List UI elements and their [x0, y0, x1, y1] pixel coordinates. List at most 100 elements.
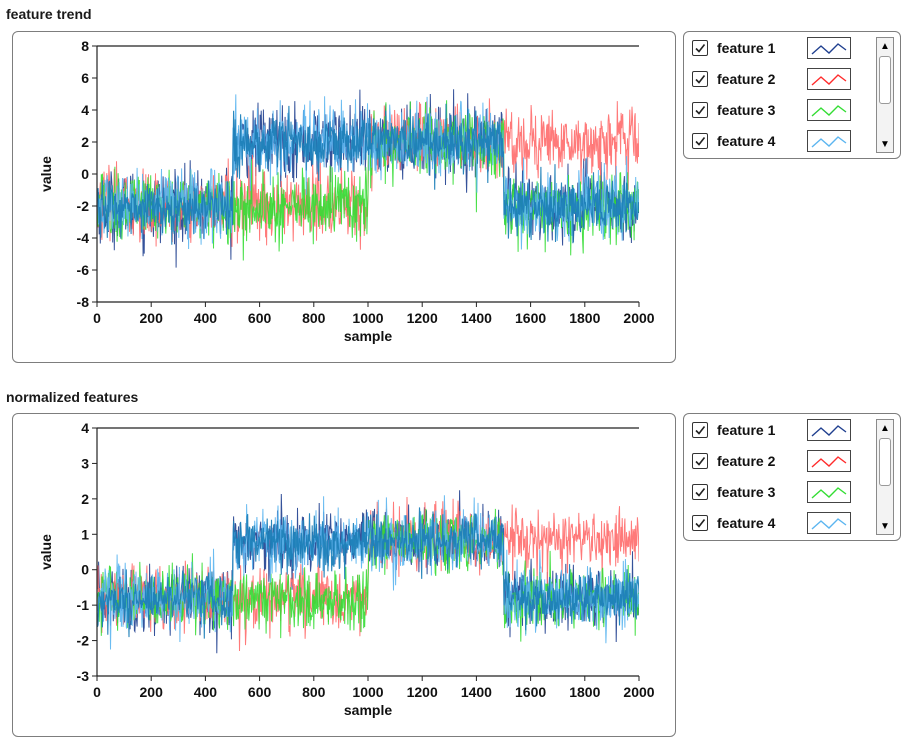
legend-label: feature 1 — [717, 422, 776, 438]
y-tick-label: 4 — [81, 420, 89, 436]
legend-checkbox[interactable] — [692, 102, 708, 118]
legend-item-feature-3[interactable]: feature 3 — [692, 480, 851, 504]
x-axis-label: sample — [344, 702, 392, 718]
legend-label: feature 4 — [717, 515, 776, 531]
legend-checkbox[interactable] — [692, 422, 708, 438]
legend-item-feature-3[interactable]: feature 3 — [692, 98, 851, 122]
series-line-5 — [97, 103, 639, 245]
legend-normalized-features: feature 1 feature 2 feature 3 feature 4 ▲ ▼ — [683, 413, 901, 541]
legend-item-feature-4[interactable]: feature 4 — [692, 129, 851, 153]
y-tick-label: -1 — [77, 597, 90, 613]
legend-scrollbar[interactable]: ▲ ▼ — [876, 419, 894, 535]
legend-checkbox[interactable] — [692, 484, 708, 500]
y-tick-label: 6 — [81, 70, 89, 86]
x-tick-label: 400 — [194, 684, 218, 700]
y-tick-label: -4 — [77, 230, 90, 246]
x-tick-label: 600 — [248, 310, 272, 326]
y-tick-label: -6 — [77, 262, 90, 278]
y-axis-label: value — [38, 534, 54, 570]
legend-item-feature-1[interactable]: feature 1 — [692, 418, 851, 442]
y-tick-label: -2 — [77, 633, 90, 649]
x-tick-label: 1200 — [407, 310, 438, 326]
y-tick-label: 3 — [81, 455, 89, 471]
legend-label: feature 2 — [717, 71, 776, 87]
legend-checkbox[interactable] — [692, 40, 708, 56]
chart-title-normalized-features: normalized features — [6, 389, 139, 405]
legend-line-swatch-icon[interactable] — [807, 419, 851, 441]
graph-feature-trend[interactable]: 8 6 4 2 0 -2 -4 -6 -8 0 200 400 600 800 1000 1200 1400 16… — [12, 31, 676, 363]
scroll-up-arrow-icon[interactable]: ▲ — [880, 40, 890, 52]
legend-item-feature-2[interactable]: feature 2 — [692, 449, 851, 473]
legend-line-swatch-icon[interactable] — [807, 37, 851, 59]
x-tick-label: 1600 — [515, 684, 546, 700]
scroll-thumb[interactable] — [879, 438, 891, 486]
legend-item-feature-2[interactable]: feature 2 — [692, 67, 851, 91]
legend-line-swatch-icon[interactable] — [807, 68, 851, 90]
x-tick-label: 1000 — [352, 684, 383, 700]
y-tick-label: 8 — [81, 38, 89, 54]
legend-feature-trend: feature 1 feature 2 feature 3 feature 4 ▲ ▼ — [683, 31, 901, 159]
y-tick-label: 2 — [81, 134, 89, 150]
x-tick-label: 1200 — [407, 684, 438, 700]
legend-scrollbar[interactable]: ▲ ▼ — [876, 37, 894, 153]
legend-line-swatch-icon[interactable] — [807, 450, 851, 472]
scroll-up-arrow-icon[interactable]: ▲ — [880, 422, 890, 434]
legend-checkbox[interactable] — [692, 133, 708, 149]
y-tick-label: 0 — [81, 562, 89, 578]
y-tick-label: 0 — [81, 166, 89, 182]
x-tick-label: 800 — [302, 684, 326, 700]
scroll-thumb[interactable] — [879, 56, 891, 104]
checkmark-icon — [695, 519, 706, 528]
x-axis-label: sample — [344, 328, 392, 344]
scroll-down-arrow-icon[interactable]: ▼ — [880, 520, 890, 532]
legend-line-swatch-icon[interactable] — [807, 99, 851, 121]
x-tick-label: 2000 — [623, 310, 654, 326]
x-tick-label: 1800 — [569, 684, 600, 700]
legend-label: feature 1 — [717, 40, 776, 56]
x-tick-label: 2000 — [623, 684, 654, 700]
legend-line-swatch-icon[interactable] — [807, 130, 851, 152]
legend-item-feature-1[interactable]: feature 1 — [692, 36, 851, 60]
x-tick-label: 0 — [93, 310, 101, 326]
series-group — [97, 490, 639, 654]
x-tick-label: 1600 — [515, 310, 546, 326]
legend-item-feature-4[interactable]: feature 4 — [692, 511, 851, 535]
y-tick-label: -3 — [77, 668, 90, 684]
y-tick-label: -8 — [77, 294, 90, 310]
y-tick-label: 4 — [81, 102, 89, 118]
chart-title-feature-trend: feature trend — [6, 6, 92, 22]
x-tick-label: 1000 — [352, 310, 383, 326]
checkmark-icon — [695, 106, 706, 115]
checkmark-icon — [695, 457, 706, 466]
x-tick-label: 1400 — [461, 310, 492, 326]
legend-label: feature 3 — [717, 102, 776, 118]
checkmark-icon — [695, 426, 706, 435]
x-tick-label: 400 — [194, 310, 218, 326]
scroll-down-arrow-icon[interactable]: ▼ — [880, 138, 890, 150]
checkmark-icon — [695, 75, 706, 84]
legend-line-swatch-icon[interactable] — [807, 481, 851, 503]
x-tick-label: 0 — [93, 684, 101, 700]
legend-checkbox[interactable] — [692, 515, 708, 531]
legend-label: feature 4 — [717, 133, 776, 149]
y-axis-label: value — [38, 156, 54, 192]
legend-line-swatch-icon[interactable] — [807, 512, 851, 534]
checkmark-icon — [695, 44, 706, 53]
x-tick-label: 600 — [248, 684, 272, 700]
x-tick-label: 1400 — [461, 684, 492, 700]
x-tick-label: 200 — [140, 684, 164, 700]
legend-checkbox[interactable] — [692, 453, 708, 469]
series-line-5 — [97, 507, 639, 639]
legend-label: feature 3 — [717, 484, 776, 500]
legend-checkbox[interactable] — [692, 71, 708, 87]
graph-normalized-features[interactable]: 4 3 2 1 0 -1 -2 -3 0 200 400 600 800 1000 1200 1400 1600… — [12, 413, 676, 737]
checkmark-icon — [695, 488, 706, 497]
legend-label: feature 2 — [717, 453, 776, 469]
x-tick-label: 800 — [302, 310, 326, 326]
y-tick-label: 1 — [81, 526, 89, 542]
y-tick-label: -2 — [77, 198, 90, 214]
